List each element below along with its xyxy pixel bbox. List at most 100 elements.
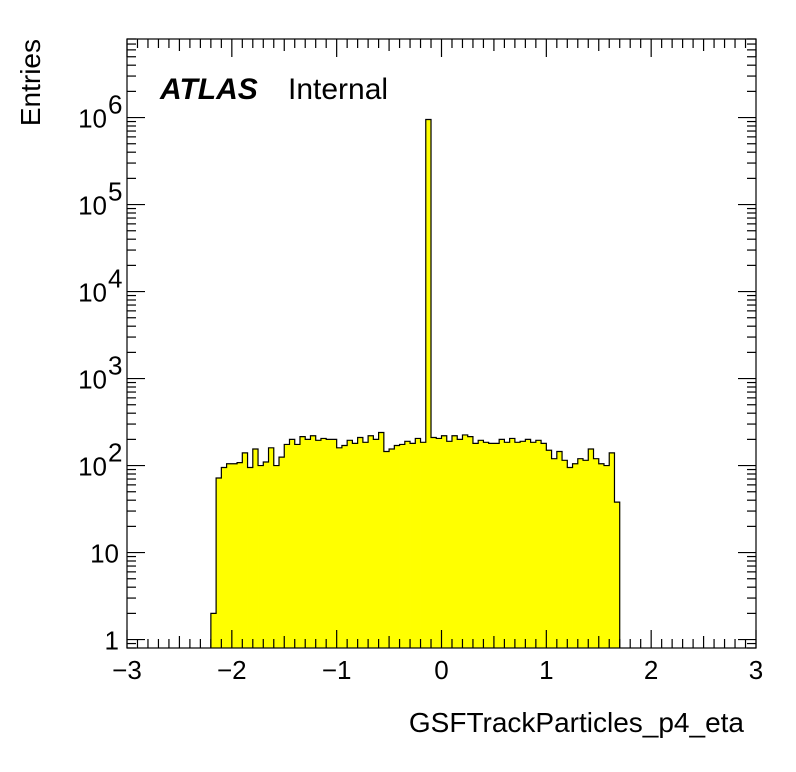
histogram-bar xyxy=(394,445,400,648)
x-tick-label: 1 xyxy=(539,655,553,685)
x-tick-label: −1 xyxy=(322,655,352,685)
histogram-bar xyxy=(514,442,521,648)
histogram-bar xyxy=(294,444,301,648)
histogram-bar xyxy=(415,438,421,648)
histogram-bar xyxy=(567,467,573,648)
histogram-bar xyxy=(326,439,332,648)
histogram-bar xyxy=(614,502,621,648)
histogram-bar xyxy=(289,439,296,648)
histogram-bar xyxy=(603,465,610,648)
histogram-bar xyxy=(273,465,280,648)
histogram-bar xyxy=(373,439,379,648)
y-tick-label: 10 xyxy=(78,104,107,134)
y-tick-label: 1 xyxy=(105,626,119,656)
y-tick-label: 10 xyxy=(90,539,119,569)
histogram-bar xyxy=(588,449,594,648)
x-tick-label: 3 xyxy=(749,655,763,685)
histogram-bar xyxy=(583,460,589,648)
histogram-bar xyxy=(237,462,243,648)
x-axis-title: GSFTrackParticles_p4_eta xyxy=(409,707,745,738)
histogram-bar xyxy=(562,460,568,648)
histogram-bar xyxy=(263,461,269,648)
histogram-bar xyxy=(520,441,526,648)
histogram-bar xyxy=(436,438,442,648)
histogram-bar xyxy=(216,477,222,648)
y-tick-exponent: 4 xyxy=(108,264,122,294)
histogram-bar xyxy=(577,458,584,648)
histogram-bar xyxy=(310,435,317,648)
histogram-bar xyxy=(478,440,484,648)
histogram-bar xyxy=(268,447,275,648)
histogram-bar xyxy=(483,442,490,648)
histogram-bar xyxy=(431,437,437,648)
histogram-bar xyxy=(362,442,369,648)
x-tick-labels: −3 −2 −1 0 1 2 3 xyxy=(112,655,763,685)
y-tick-exponent: 3 xyxy=(108,351,122,381)
histogram-bar xyxy=(210,613,217,648)
histogram-bar xyxy=(551,458,558,648)
histogram-bar xyxy=(320,438,327,648)
x-tick-label: 0 xyxy=(434,655,448,685)
histogram-bar xyxy=(279,457,285,648)
histogram-bar xyxy=(593,458,600,648)
y-tick-label: 10 xyxy=(78,452,107,482)
y-tick-exponent: 5 xyxy=(108,177,122,207)
histogram-bar xyxy=(541,443,547,648)
histogram-bar xyxy=(226,463,233,648)
histogram-bar xyxy=(247,467,254,648)
histogram-bar xyxy=(284,444,290,648)
histogram-bar xyxy=(420,442,427,648)
plot-frame xyxy=(126,38,757,649)
histogram-bar xyxy=(451,435,458,648)
histogram-bar xyxy=(357,437,364,648)
histogram-bar xyxy=(546,450,552,648)
histogram-outline xyxy=(210,118,621,648)
histogram-bar xyxy=(299,436,306,648)
y-tick-label: 10 xyxy=(78,365,107,395)
histogram-bar xyxy=(472,443,479,648)
x-tick-label: −2 xyxy=(217,655,247,685)
histogram-bar xyxy=(467,436,474,648)
histogram-bar xyxy=(572,463,579,648)
histogram-bar xyxy=(462,434,469,648)
histogram-bar xyxy=(378,432,385,648)
histogram-bars xyxy=(210,119,621,648)
histogram-bar xyxy=(352,443,359,648)
y-tick-label: 10 xyxy=(78,278,107,308)
y-tick-exponent: 2 xyxy=(108,438,122,468)
histogram-bar xyxy=(493,443,500,648)
histogram-bar xyxy=(410,443,416,648)
histogram-bar xyxy=(499,439,505,648)
histogram-bar xyxy=(399,444,406,648)
histogram-bar xyxy=(347,440,353,648)
histogram-bar xyxy=(530,442,537,648)
x-tick-label: 2 xyxy=(644,655,658,685)
y-tick-exponent: 6 xyxy=(108,90,122,120)
histogram-bar xyxy=(242,452,248,648)
histogram-bar xyxy=(383,451,390,648)
histogram-bar xyxy=(389,449,395,648)
histogram-bar xyxy=(231,463,238,648)
histogram-bar xyxy=(305,439,311,648)
atlas-label: ATLAS xyxy=(159,73,258,106)
histogram-bar xyxy=(221,467,227,648)
histogram-bar xyxy=(535,440,542,648)
internal-label: Internal xyxy=(288,73,388,106)
histogram-bar xyxy=(504,442,511,648)
x-tick-label: −3 xyxy=(112,655,142,685)
histogram-bar xyxy=(368,435,374,648)
y-tick-label: 10 xyxy=(78,191,107,221)
histogram-bar xyxy=(331,439,338,648)
histogram-bar xyxy=(341,445,348,648)
histogram-bar xyxy=(525,439,532,648)
histogram-bar xyxy=(252,449,259,648)
histogram-bar xyxy=(336,447,343,648)
histogram-bar xyxy=(488,443,495,648)
histogram-bar xyxy=(258,465,264,648)
y-axis-title: Entries xyxy=(15,39,46,126)
histogram-bar xyxy=(441,435,448,648)
histogram-bar xyxy=(457,439,463,648)
histogram-bar xyxy=(446,441,453,648)
